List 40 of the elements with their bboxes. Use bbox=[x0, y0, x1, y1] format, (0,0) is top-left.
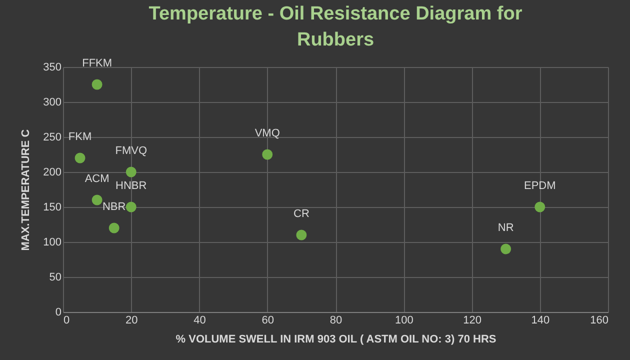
chart-title: Temperature - Oil Resistance Diagram for Rubbers bbox=[148, 4, 523, 50]
annotation: VMQ bbox=[254, 128, 280, 140]
point bbox=[500, 244, 512, 254]
x-tick-label: 40 bbox=[194, 314, 206, 326]
annotation: HNBR bbox=[116, 180, 147, 192]
point bbox=[92, 79, 102, 90]
y-tick-label: 200 bbox=[43, 166, 62, 178]
y-tick-label: 150 bbox=[43, 202, 62, 214]
point bbox=[534, 202, 546, 212]
annotation: ACM bbox=[84, 173, 110, 185]
y-tick-label: 0 bbox=[55, 306, 62, 318]
annotation: CR bbox=[293, 208, 310, 220]
point bbox=[126, 202, 136, 212]
y-tick-label: 350 bbox=[43, 62, 62, 74]
annotation: FMVQ bbox=[115, 145, 148, 157]
point bbox=[296, 230, 307, 240]
x-tick-label: 80 bbox=[330, 314, 342, 326]
x-tick-label: 100 bbox=[394, 314, 414, 326]
x-tick-label: 140 bbox=[531, 314, 550, 326]
annotation: NR bbox=[498, 222, 514, 234]
annotation: NBR bbox=[102, 201, 126, 213]
x-tick-label: 20 bbox=[126, 314, 138, 326]
y-tick-label: 250 bbox=[43, 132, 62, 144]
x-tick-label: 160 bbox=[590, 314, 608, 326]
x-tick-label: 60 bbox=[262, 314, 274, 326]
y-tick-label: 100 bbox=[43, 236, 62, 248]
y-axis-title: MAX.TEMPERATURE C bbox=[20, 129, 32, 251]
annotation: FKM bbox=[68, 131, 92, 143]
x-tick-label: 0 bbox=[64, 314, 70, 326]
y-tick-label: 50 bbox=[49, 272, 62, 284]
point bbox=[92, 194, 102, 206]
point bbox=[108, 222, 120, 234]
x-axis-title: % VOLUME SWELL IN IRM 903 OIL ( ASTM OIL NO: 3) 70 HRS bbox=[176, 334, 496, 346]
annotation: EPDM bbox=[524, 180, 556, 192]
point bbox=[126, 166, 136, 178]
y-tick-label: 300 bbox=[43, 96, 62, 108]
point bbox=[262, 149, 273, 160]
annotation: FFKM bbox=[82, 58, 112, 70]
x-tick-label: 120 bbox=[463, 314, 482, 326]
point bbox=[74, 152, 86, 164]
